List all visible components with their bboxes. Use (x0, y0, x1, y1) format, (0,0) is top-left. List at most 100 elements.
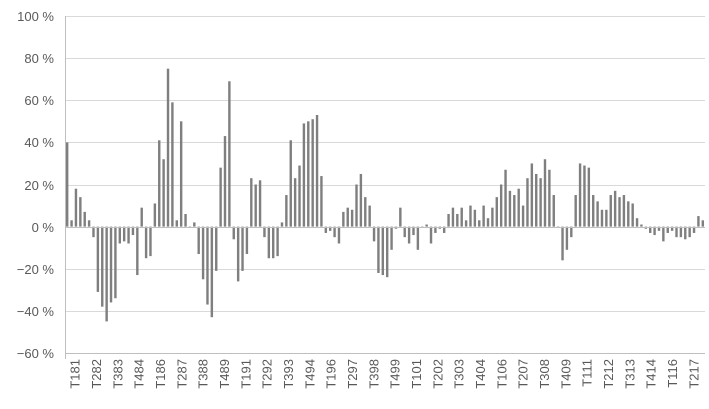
x-tick-label: T196 (324, 359, 339, 389)
bar (223, 136, 227, 227)
x-tick-label: T106 (494, 359, 509, 389)
bar (342, 211, 345, 227)
bar (289, 140, 292, 227)
bar (670, 226, 674, 231)
bar (346, 207, 349, 227)
y-tick-label: −60 % (17, 346, 55, 361)
bar (407, 226, 411, 244)
bar (215, 226, 218, 271)
bar (425, 224, 428, 227)
bar (333, 226, 336, 238)
y-tick-label: 60 % (24, 93, 54, 108)
bar (324, 226, 328, 233)
bar (543, 159, 547, 227)
x-tick-label: T404 (473, 359, 488, 389)
bar (162, 159, 165, 227)
bar (109, 226, 113, 303)
bar (535, 173, 538, 227)
bar (618, 197, 621, 227)
bar (272, 226, 275, 259)
bar (298, 165, 301, 227)
bar (451, 207, 455, 227)
bar (131, 226, 135, 236)
bar (171, 102, 174, 227)
bar (350, 209, 354, 227)
bar (179, 121, 183, 227)
x-tick-label: T212 (601, 359, 616, 389)
bar (565, 226, 569, 250)
bar (158, 140, 161, 227)
x-tick-label: T191 (238, 359, 253, 389)
gridlines (65, 16, 705, 354)
bar (416, 226, 420, 250)
bar (329, 226, 332, 231)
bar (526, 178, 529, 227)
bar (627, 201, 630, 227)
x-tick-label: T101 (409, 359, 424, 389)
bar (236, 226, 240, 282)
bar (583, 165, 586, 227)
x-tick-label: T414 (644, 359, 659, 389)
bar (385, 226, 389, 278)
bar (692, 226, 696, 233)
x-tick-label: T217 (686, 359, 701, 389)
x-tick-label: T282 (89, 359, 104, 389)
bar (83, 211, 86, 227)
x-tick-label: T287 (174, 359, 189, 389)
bar (657, 226, 661, 231)
bar (495, 197, 498, 227)
bar (166, 68, 170, 227)
bar (587, 167, 591, 227)
bar (118, 226, 121, 244)
bar (508, 190, 512, 227)
bar (504, 169, 507, 227)
bar (478, 220, 481, 227)
bar (311, 119, 314, 227)
x-tick-label: T484 (132, 359, 147, 389)
bar (364, 197, 367, 227)
bar (635, 218, 639, 227)
bar (666, 226, 669, 233)
bar (377, 226, 380, 273)
bar (87, 220, 91, 227)
bar (578, 163, 582, 227)
bar (403, 226, 406, 238)
x-tick-label: T202 (430, 359, 445, 389)
x-tick-label: T116 (665, 359, 680, 388)
bar (153, 203, 157, 227)
x-tick-label: T489 (217, 359, 232, 389)
y-tick-label: 100 % (17, 9, 54, 24)
bar (469, 205, 472, 227)
x-tick-label: T303 (452, 359, 467, 389)
axes (65, 16, 705, 359)
x-tick-label: T186 (153, 359, 168, 389)
bar (499, 184, 503, 227)
bar (210, 226, 214, 318)
bar (65, 142, 69, 227)
bar (337, 226, 341, 244)
bar (193, 222, 196, 227)
bar (486, 218, 490, 227)
bar (688, 226, 691, 238)
bar (640, 224, 643, 227)
bar (92, 226, 95, 238)
bar (70, 220, 73, 227)
bar (460, 207, 463, 227)
bar (228, 81, 231, 227)
x-tick-label: T292 (260, 359, 275, 389)
bar (570, 226, 573, 238)
bar (390, 226, 393, 250)
x-tick-label: T181 (68, 359, 83, 389)
bar (442, 226, 446, 233)
bar (684, 226, 687, 240)
bar (482, 205, 485, 227)
bar (552, 195, 555, 227)
bar (513, 195, 516, 227)
x-tick-label: T393 (281, 359, 296, 389)
bar (517, 188, 520, 227)
bar (219, 167, 222, 227)
bar (74, 188, 78, 227)
bar (521, 205, 525, 227)
bar (206, 226, 209, 305)
